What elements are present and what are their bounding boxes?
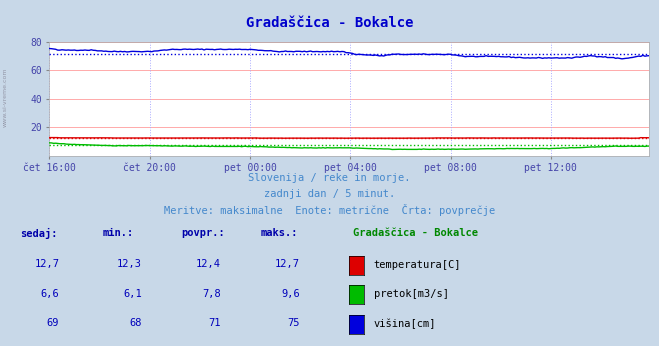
Text: 12,7: 12,7 <box>275 260 300 270</box>
Text: Slovenija / reke in morje.: Slovenija / reke in morje. <box>248 173 411 183</box>
Text: 7,8: 7,8 <box>202 289 221 299</box>
Text: 9,6: 9,6 <box>281 289 300 299</box>
Text: zadnji dan / 5 minut.: zadnji dan / 5 minut. <box>264 189 395 199</box>
Text: 71: 71 <box>208 318 221 328</box>
Text: višina[cm]: višina[cm] <box>374 318 436 329</box>
Text: 12,7: 12,7 <box>34 260 59 270</box>
Text: povpr.:: povpr.: <box>181 228 225 238</box>
Text: maks.:: maks.: <box>260 228 298 238</box>
Text: min.:: min.: <box>102 228 133 238</box>
Text: sedaj:: sedaj: <box>20 228 57 239</box>
Text: 6,6: 6,6 <box>41 289 59 299</box>
Text: 75: 75 <box>287 318 300 328</box>
Text: Gradaščica - Bokalce: Gradaščica - Bokalce <box>353 228 478 238</box>
Text: temperatura[C]: temperatura[C] <box>374 260 461 270</box>
Text: Gradaščica - Bokalce: Gradaščica - Bokalce <box>246 16 413 29</box>
Text: 12,4: 12,4 <box>196 260 221 270</box>
Text: 6,1: 6,1 <box>123 289 142 299</box>
Text: 69: 69 <box>47 318 59 328</box>
Text: 12,3: 12,3 <box>117 260 142 270</box>
Text: Meritve: maksimalne  Enote: metrične  Črta: povprečje: Meritve: maksimalne Enote: metrične Črta… <box>164 204 495 216</box>
Text: pretok[m3/s]: pretok[m3/s] <box>374 289 449 299</box>
Text: 68: 68 <box>129 318 142 328</box>
Text: www.si-vreme.com: www.si-vreme.com <box>3 67 8 127</box>
